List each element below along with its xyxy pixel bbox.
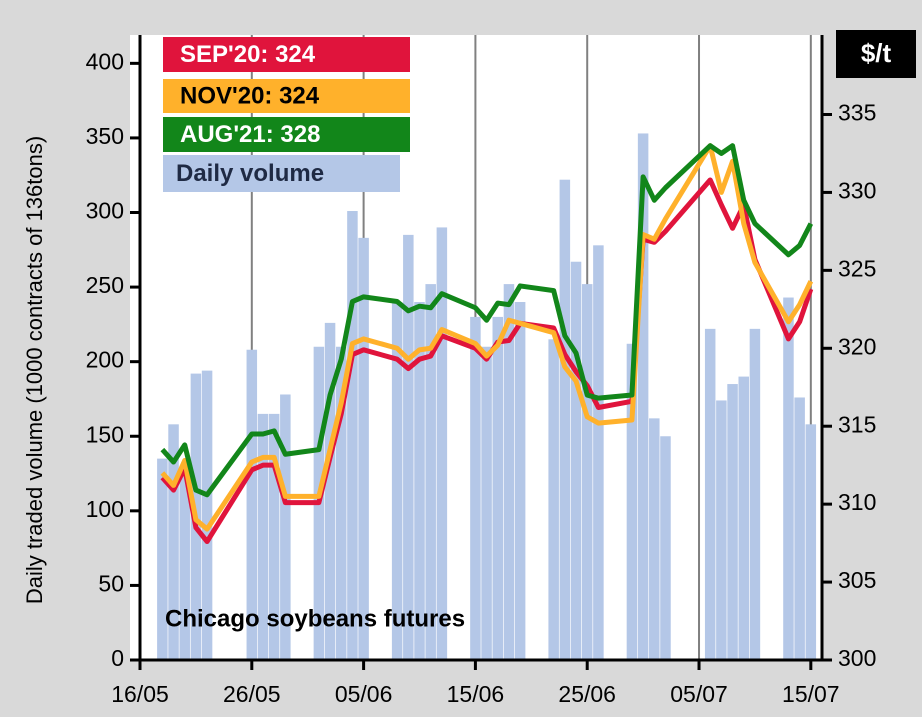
y2-tick-label: 320 — [838, 333, 876, 359]
x-tick-label: 25/06 — [558, 681, 616, 707]
bar — [157, 458, 168, 660]
legend: SEP'20: 324 NOV'20: 324 AUG'21: 328 Daily v… — [163, 37, 410, 192]
lines — [160, 143, 814, 545]
bar — [403, 234, 414, 660]
bar — [559, 179, 571, 660]
bar — [716, 400, 727, 660]
bar — [470, 316, 481, 660]
bar — [257, 413, 269, 660]
bar — [324, 322, 336, 660]
bar — [626, 343, 638, 660]
legend-label: SEP'20: 324 — [180, 41, 316, 68]
y2-axis-label: $/t — [861, 38, 892, 68]
y2-tick-label: 330 — [838, 177, 876, 203]
bar — [727, 384, 738, 660]
bar — [783, 297, 794, 660]
legend-label: AUG'21: 328 — [180, 121, 320, 148]
bar — [436, 227, 448, 661]
y-tick-label: 350 — [86, 123, 124, 149]
y-tick-label: 400 — [86, 48, 124, 74]
bar — [749, 328, 761, 660]
axes: 16/05 26/05 05/06 15/06 25/06 05/07 15/07 0 50 10… — [86, 35, 876, 707]
legend-swatch — [163, 79, 410, 113]
bar — [660, 436, 671, 660]
bar — [168, 424, 179, 660]
bar — [649, 418, 660, 660]
y2-tick-label: 335 — [838, 100, 876, 126]
bar — [347, 211, 358, 660]
bar — [414, 302, 425, 660]
legend-label: Daily volume — [176, 160, 324, 187]
y2-tick-label: 325 — [838, 255, 876, 281]
line — [160, 143, 814, 532]
y2-tick-label: 315 — [838, 411, 876, 437]
bar — [335, 346, 347, 660]
bar — [358, 237, 369, 661]
bar — [548, 339, 559, 660]
bar — [201, 370, 213, 660]
bar — [391, 302, 403, 660]
x-tick-label: 15/07 — [782, 681, 840, 707]
bar — [570, 261, 582, 660]
bar — [794, 397, 805, 660]
legend-label: NOV'20: 324 — [180, 82, 320, 109]
x-tick-label: 26/05 — [223, 681, 281, 707]
y-tick-label: 250 — [86, 272, 124, 298]
bar — [268, 413, 280, 660]
y-tick-label: 0 — [111, 645, 124, 671]
bar — [179, 466, 190, 660]
bar — [425, 284, 436, 660]
y-tick-label: 150 — [86, 421, 124, 447]
y-axis-label: Daily traded volume (1000 contracts of 1… — [22, 136, 47, 604]
legend-swatch — [163, 117, 410, 152]
bar — [593, 245, 604, 660]
x-tick-label: 16/05 — [111, 681, 169, 707]
bar — [492, 316, 504, 660]
bar — [481, 346, 492, 660]
y2-tick-label: 300 — [838, 645, 876, 671]
bar — [280, 394, 291, 660]
annotation: Chicago soybeans futures — [165, 605, 465, 632]
legend-swatch — [163, 37, 410, 72]
bar — [246, 349, 258, 660]
bar — [514, 302, 526, 660]
line — [160, 177, 814, 545]
y-tick-label: 100 — [86, 496, 124, 522]
line — [160, 143, 814, 498]
bar — [581, 284, 593, 660]
bars — [157, 133, 817, 661]
bar — [805, 424, 817, 660]
bar — [637, 133, 649, 661]
x-tick-label: 15/06 — [447, 681, 505, 707]
y2-tick-label: 305 — [838, 567, 876, 593]
bar — [704, 328, 716, 660]
legend-swatch — [163, 155, 400, 192]
x-tick-label: 05/07 — [670, 681, 728, 707]
bar — [738, 376, 749, 660]
y-tick-label: 50 — [98, 570, 124, 596]
y2-tick-label: 310 — [838, 489, 876, 515]
bar — [503, 284, 515, 660]
x-tick-label: 05/06 — [335, 681, 393, 707]
y-tick-label: 300 — [86, 198, 124, 224]
y-tick-label: 200 — [86, 347, 124, 373]
y2-label-box — [836, 30, 916, 78]
